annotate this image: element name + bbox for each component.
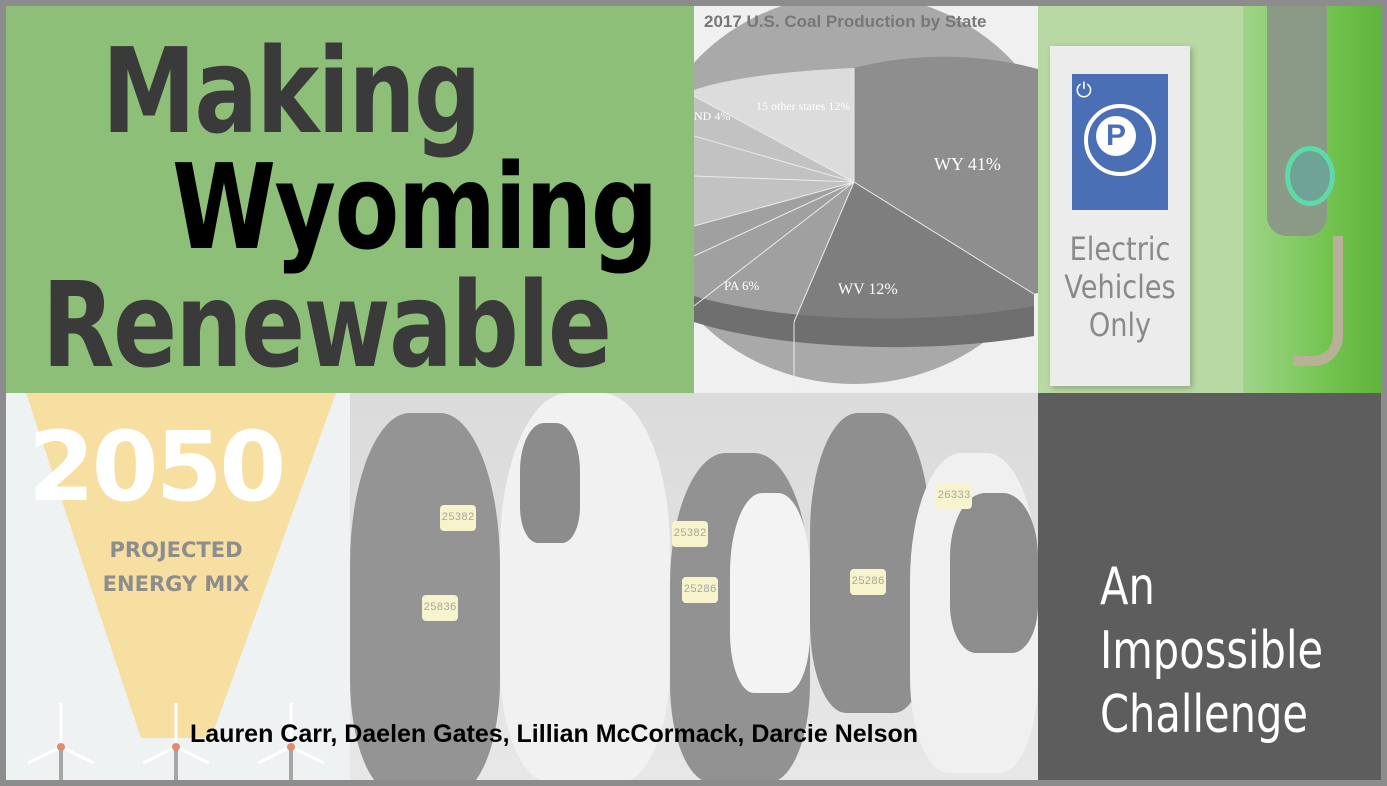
pie-label-other: 15 other states 12%: [756, 99, 850, 113]
parking-icon: P: [1096, 116, 1136, 156]
ear-tag: 25286: [850, 569, 886, 595]
charging-cable: [1293, 236, 1343, 366]
coal-chart-image: WY 41% WV 12% PA 6% ND 4% 15 other state…: [694, 6, 1038, 393]
chart-title: 2017 U.S. Coal Production by State: [704, 12, 987, 31]
author-credits: Lauren Carr, Daelen Gates, Lillian McCor…: [190, 720, 919, 748]
ear-tag: 25286: [682, 577, 718, 603]
ev-sign-line: Only: [1088, 306, 1152, 344]
pie-label-wv: WV 12%: [838, 281, 898, 298]
energy-mix-subtitle: PROJECTED ENERGY MIX: [102, 538, 250, 596]
coal-pie-chart: WY 41% WV 12% PA 6% ND 4% 15 other state…: [694, 6, 1038, 386]
cow-patch: [520, 423, 580, 543]
subtitle-panel: An Impossible Challenge: [1038, 393, 1381, 780]
pie-slice-other: [694, 68, 854, 182]
pie-edge: [694, 296, 1034, 348]
plug-icon: ⏻: [1076, 80, 1092, 102]
cow-patch: [730, 493, 810, 693]
energy-mix-image: 2050 PROJECTED ENERGY MIX: [6, 393, 350, 780]
ev-sign-text: Electric Vehicles Only: [1061, 230, 1180, 344]
ear-tag: 26333: [936, 483, 972, 509]
pie-slice-small-states: [694, 96, 854, 226]
pie-slice-wy: [854, 56, 1038, 294]
ev-sign: ⏻ P Electric Vehicles Only: [1050, 46, 1190, 386]
title-panel: Making Wyoming Renewable: [6, 6, 694, 393]
ear-tag: 25836: [422, 595, 458, 621]
title-renewable: Renewable: [42, 256, 612, 393]
title-making: Making: [102, 22, 482, 160]
pie-label-pa: PA 6%: [724, 278, 759, 293]
parking-sign-blue: ⏻ P: [1072, 74, 1168, 210]
image-fade-overlay: [350, 393, 1038, 780]
ev-sign-line: Electric: [1069, 230, 1171, 268]
ev-charging-image: ⏻ P Electric Vehicles Only: [1038, 6, 1381, 393]
slide: Making Wyoming Renewable: [6, 6, 1381, 780]
pie-label-nd: ND 4%: [694, 109, 730, 123]
charger-light-icon: [1285, 146, 1335, 206]
ear-tag: 25382: [440, 505, 476, 531]
ev-sign-line: Vehicles: [1064, 268, 1176, 306]
wind-turbine-icon: [27, 703, 95, 780]
pie-label-wy: WY 41%: [934, 154, 1001, 174]
charger-unit: [1267, 6, 1335, 236]
charging-station: [1243, 6, 1381, 393]
cow-patch: [950, 493, 1038, 653]
subtitle: An Impossible Challenge: [1100, 557, 1324, 745]
charge-ring-icon: [1084, 104, 1156, 176]
ear-tag: 25382: [672, 521, 708, 547]
pie-slice-wv: [794, 182, 1034, 335]
wind-turbine-icon: [257, 703, 325, 780]
wind-turbine-icon: [142, 703, 210, 780]
spotlight-beam: [26, 393, 336, 738]
energy-mix-year: 2050: [28, 411, 286, 523]
dairy-cows-image: 25382 25382 25286 25836 25286 26333: [350, 393, 1038, 780]
title-wyoming: Wyoming: [172, 138, 658, 276]
pie-slice-pa: [694, 182, 854, 322]
